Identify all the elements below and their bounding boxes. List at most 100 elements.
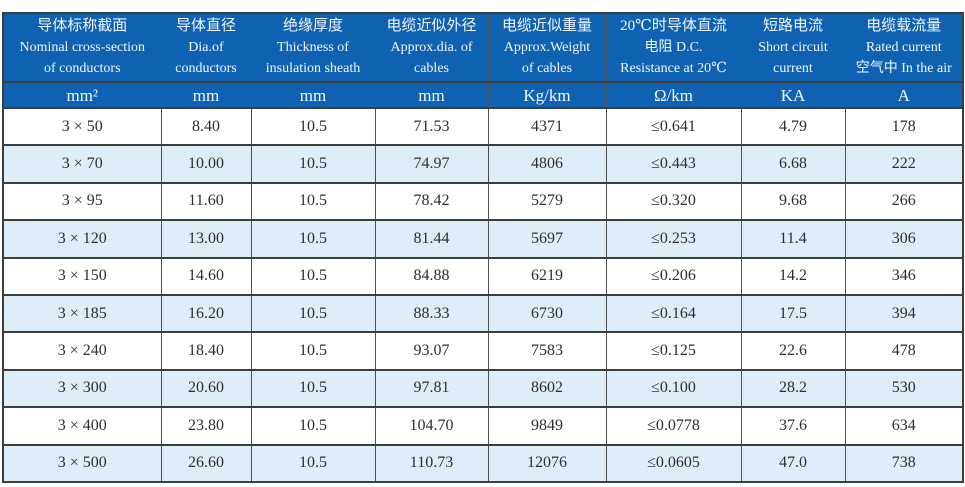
- table-row: 3 × 500 26.60 10.5 110.73 12076 ≤0.0605 47.0 73…: [2, 443, 964, 484]
- spec-cell: 3 × 300: [2, 368, 162, 409]
- column-header: 短路电流 Short circuit current: [740, 12, 846, 83]
- unit-cell: mm: [374, 81, 489, 109]
- spec-cell: 394: [844, 293, 964, 334]
- units-row: mm² mm mm mm Kg/km Ω/km KA A: [2, 81, 964, 109]
- spec-cell: 6.68: [740, 144, 846, 184]
- spec-cell: ≤0.125: [605, 331, 742, 371]
- spec-cell: 3 × 400: [2, 406, 162, 446]
- column-header: 电缆近似外径 Approx.dia. of cables: [374, 12, 489, 83]
- spec-cell: 738: [844, 443, 964, 484]
- cable-spec-table: 导体标称截面 Nominal cross-section of conductors…: [2, 12, 964, 484]
- spec-cell: 7583: [487, 331, 607, 371]
- unit-cell: KA: [740, 81, 846, 109]
- column-header-en: of cables: [521, 61, 573, 76]
- column-header-zh: 导体直径: [175, 18, 236, 34]
- unit-cell: A: [844, 81, 964, 109]
- spec-cell: 9849: [487, 406, 607, 446]
- spec-cell: 10.5: [250, 256, 376, 296]
- spec-cell: 10.5: [250, 331, 376, 371]
- column-header-zh: 短路电流: [762, 18, 823, 34]
- spec-cell: 3 × 500: [2, 443, 162, 484]
- spec-cell: 10.5: [250, 293, 376, 334]
- spec-cell: 3 × 50: [2, 106, 162, 147]
- spec-cell: 93.07: [374, 331, 489, 371]
- spec-cell: 3 × 95: [2, 181, 162, 222]
- column-header: 电缆载流量 Rated current 空气中 In the air: [844, 12, 964, 83]
- spec-cell: 3 × 120: [2, 219, 162, 259]
- spec-cell: 5697: [487, 219, 607, 259]
- spec-cell: 14.60: [160, 256, 252, 296]
- column-header: 20℃时导体直流 电阻 D.C. Resistance at 20℃: [605, 12, 742, 83]
- spec-cell: 10.5: [250, 181, 376, 222]
- spec-cell: 10.00: [160, 144, 252, 184]
- spec-cell: 88.33: [374, 293, 489, 334]
- spec-cell: 74.97: [374, 144, 489, 184]
- spec-cell: ≤0.253: [605, 219, 742, 259]
- spec-cell: 3 × 150: [2, 256, 162, 296]
- spec-cell: 12076: [487, 443, 607, 484]
- column-header-zh: 导体标称截面: [37, 18, 128, 34]
- spec-cell: 634: [844, 406, 964, 446]
- spec-cell: 17.5: [740, 293, 846, 334]
- spec-cell: 20.60: [160, 368, 252, 409]
- column-header: 绝缘厚度 Thickness of insulation sheath: [250, 12, 376, 83]
- spec-cell: ≤0.641: [605, 106, 742, 147]
- spec-cell: 26.60: [160, 443, 252, 484]
- table-row: 3 × 50 8.40 10.5 71.53 4371 ≤0.641 4.79 178: [2, 106, 964, 147]
- spec-cell: 23.80: [160, 406, 252, 446]
- table-row: 3 × 300 20.60 10.5 97.81 8602 ≤0.100 28.2 530: [2, 368, 964, 409]
- spec-cell: 266: [844, 181, 964, 222]
- spec-cell: 104.70: [374, 406, 489, 446]
- spec-cell: 10.5: [250, 219, 376, 259]
- spec-cell: 3 × 70: [2, 144, 162, 184]
- spec-cell: 10.5: [250, 406, 376, 446]
- spec-cell: ≤0.443: [605, 144, 742, 184]
- unit-cell: Ω/km: [605, 81, 742, 109]
- column-header-en: current: [773, 61, 813, 76]
- header-row: 导体标称截面 Nominal cross-section of conductors…: [2, 12, 964, 83]
- column-header-en: Nominal cross-section: [19, 40, 146, 55]
- table-row: 3 × 120 13.00 10.5 81.44 5697 ≤0.253 11.4 306: [2, 219, 964, 259]
- table-row: 3 × 150 14.60 10.5 84.88 6219 ≤0.206 14.2 346: [2, 256, 964, 296]
- spec-cell: 3 × 240: [2, 331, 162, 371]
- spec-cell: 81.44: [374, 219, 489, 259]
- spec-cell: ≤0.206: [605, 256, 742, 296]
- column-header-en: cables: [414, 61, 449, 76]
- table-row: 3 × 400 23.80 10.5 104.70 9849 ≤0.0778 37.6 634: [2, 406, 964, 446]
- column-header: 电缆近似重量 Approx.Weight of cables: [487, 12, 607, 83]
- unit-cell: Kg/km: [487, 81, 607, 109]
- column-header-zh: 电缆近似外径: [386, 18, 477, 34]
- column-header-en: of conductors: [43, 61, 121, 76]
- column-header-zh: 电缆近似重量: [501, 18, 592, 34]
- spec-cell: 222: [844, 144, 964, 184]
- column-header-en: Approx.dia. of: [390, 40, 473, 55]
- spec-cell: 478: [844, 331, 964, 371]
- column-header-zh: 电缆载流量: [866, 18, 942, 34]
- spec-cell: 11.60: [160, 181, 252, 222]
- spec-cell: ≤0.164: [605, 293, 742, 334]
- spec-cell: 5279: [487, 181, 607, 222]
- column-header-en: Short circuit: [758, 40, 828, 55]
- spec-cell: 10.5: [250, 106, 376, 147]
- table-row: 3 × 240 18.40 10.5 93.07 7583 ≤0.125 22.6 478: [2, 331, 964, 371]
- spec-cell: 10.5: [250, 443, 376, 484]
- spec-cell: 37.6: [740, 406, 846, 446]
- table-row: 3 × 95 11.60 10.5 78.42 5279 ≤0.320 9.68 266: [2, 181, 964, 222]
- spec-cell: 4371: [487, 106, 607, 147]
- spec-cell: 306: [844, 219, 964, 259]
- column-header-en: Rated current: [865, 40, 942, 55]
- spec-cell: ≤0.0605: [605, 443, 742, 484]
- spec-cell: 18.40: [160, 331, 252, 371]
- spec-cell: 10.5: [250, 368, 376, 409]
- spec-cell: 71.53: [374, 106, 489, 147]
- spec-cell: 13.00: [160, 219, 252, 259]
- column-header: 导体标称截面 Nominal cross-section of conductors: [2, 12, 162, 83]
- spec-cell: 78.42: [374, 181, 489, 222]
- column-header: 导体直径 Dia.of conductors: [160, 12, 252, 83]
- column-header-en: 空气中 In the air: [855, 61, 952, 76]
- unit-cell: mm²: [2, 81, 162, 109]
- spec-cell: 22.6: [740, 331, 846, 371]
- spec-cell: 6219: [487, 256, 607, 296]
- column-header-zh: 绝缘厚度: [282, 18, 343, 34]
- spec-cell: 530: [844, 368, 964, 409]
